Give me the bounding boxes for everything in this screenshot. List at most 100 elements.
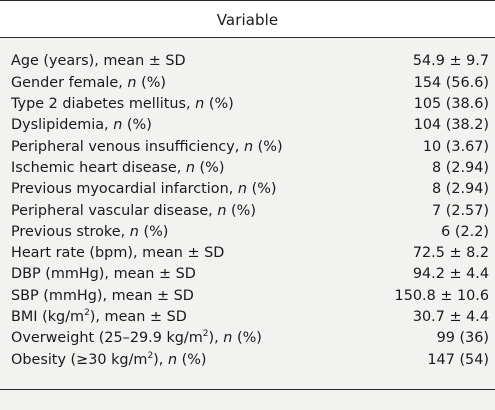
row-value: 6 (2.2)	[441, 223, 489, 240]
row-label: Ischemic heart disease, n (%)	[0, 161, 375, 175]
table-row: Type 2 diabetes mellitus, n (%) 105 (38.6…	[0, 94, 495, 115]
label-text: Dyslipidemia,	[11, 117, 114, 134]
row-label: BMI (kg/m2), mean ± SD	[0, 308, 375, 325]
row-value: 8 (2.94)	[431, 159, 489, 176]
label-text: (%)	[226, 202, 256, 219]
row-value-cell: 72.5 ± 8.2	[375, 245, 495, 262]
row-value: 150.8 ± 10.6	[394, 287, 489, 304]
row-value: 105 (38.6)	[413, 96, 489, 113]
label-text: (%)	[138, 223, 169, 240]
row-label: SBP (mmHg), mean ± SD	[0, 289, 375, 303]
row-value-cell: 104 (38.2)	[375, 117, 495, 134]
label-text: Gender female,	[11, 74, 128, 91]
row-label: Previous stroke, n (%)	[0, 225, 375, 239]
table-row: Peripheral venous insufficiency, n (%) 10…	[0, 136, 495, 157]
table-body: Age (years), mean ± SD 54.9 ± 9.7 Gender f…	[0, 38, 495, 370]
row-label: Obesity (≥30 kg/m2), n (%)	[0, 350, 375, 368]
label-text: SBP (mmHg), mean ± SD	[11, 287, 194, 304]
row-value-cell: 154 (56.6)	[375, 74, 495, 91]
row-value: 54.9 ± 9.7	[412, 53, 489, 70]
label-text: Peripheral vascular disease,	[11, 202, 218, 219]
table-row: BMI (kg/m2), mean ± SD 30.7 ± 4.4	[0, 307, 495, 328]
header-variable: Variable	[216, 11, 279, 29]
row-label: Overweight (25–29.9 kg/m2), n (%)	[0, 329, 375, 347]
row-value-cell: 147 (54)	[375, 351, 495, 368]
label-text: ), mean ± SD	[89, 309, 187, 325]
label-text: Previous stroke,	[11, 223, 130, 240]
table-row: Previous stroke, n (%) 6 (2.2)	[0, 221, 495, 242]
row-label: Peripheral vascular disease, n (%)	[0, 202, 375, 219]
row-value-cell: 94.2 ± 4.4	[375, 266, 495, 283]
row-value: 147 (54)	[427, 351, 489, 368]
row-label: Previous myocardial infarction, n (%)	[0, 182, 375, 196]
row-label: Age (years), mean ± SD	[0, 54, 375, 68]
row-label: Dyslipidemia, n (%)	[0, 118, 375, 132]
label-text: Type 2 diabetes mellitus,	[11, 96, 196, 113]
row-value-cell: 10 (3.67)	[375, 138, 495, 155]
label-text: Heart rate (bpm), mean ± SD	[11, 245, 225, 262]
label-text: (%)	[136, 74, 166, 91]
table-row: SBP (mmHg), mean ± SD 150.8 ± 10.6	[0, 285, 495, 306]
label-text: Obesity (≥30 kg/m	[11, 351, 148, 368]
row-value: 10 (3.67)	[422, 138, 489, 155]
row-value-cell: 30.7 ± 4.4	[375, 309, 495, 325]
table-row: Obesity (≥30 kg/m2), n (%) 147 (54)	[0, 349, 495, 370]
label-italic: n	[129, 223, 139, 240]
row-label: Gender female, n (%)	[0, 76, 375, 90]
table-row: DBP (mmHg), mean ± SD 94.2 ± 4.4	[0, 264, 495, 285]
label-text: (%)	[232, 330, 262, 347]
row-value: 99 (36)	[436, 330, 489, 347]
row-value-cell: 105 (38.6)	[375, 96, 495, 113]
row-value: 154 (56.6)	[413, 74, 489, 91]
row-value: 104 (38.2)	[413, 117, 489, 134]
row-value-cell: 54.9 ± 9.7	[375, 53, 495, 70]
table-header: Variable	[0, 0, 495, 38]
row-value-cell: 8 (2.94)	[375, 159, 495, 176]
label-text: Peripheral venous insufficiency,	[11, 138, 244, 155]
label-text: Overweight (25–29.9 kg/m	[11, 330, 203, 347]
row-label: Type 2 diabetes mellitus, n (%)	[0, 97, 375, 111]
table-row: Gender female, n (%) 154 (56.6)	[0, 72, 495, 93]
superscript: 2	[84, 308, 90, 318]
superscript: 2	[202, 329, 209, 340]
label-text: (%)	[122, 117, 152, 134]
table-row: Previous myocardial infarction, n (%) 8 (…	[0, 179, 495, 200]
table-row: Overweight (25–29.9 kg/m2), n (%) 99 (36)	[0, 328, 495, 349]
row-value-cell: 99 (36)	[375, 330, 495, 347]
label-text: (%)	[194, 159, 225, 176]
row-value: 30.7 ± 4.4	[412, 309, 489, 325]
label-text: Previous myocardial infarction,	[11, 181, 238, 198]
label-text: Ischemic heart disease,	[11, 159, 186, 176]
label-text: (%)	[247, 181, 277, 198]
row-label: Heart rate (bpm), mean ± SD	[0, 246, 375, 260]
table-row: Age (years), mean ± SD 54.9 ± 9.7	[0, 51, 495, 72]
table-row: Dyslipidemia, n (%) 104 (38.2)	[0, 115, 495, 136]
label-text: DBP (mmHg), mean ± SD	[11, 266, 196, 283]
table-row: Heart rate (bpm), mean ± SD 72.5 ± 8.2	[0, 243, 495, 264]
label-italic: n	[243, 138, 254, 155]
label-text: (%)	[177, 351, 207, 368]
row-label: Peripheral venous insufficiency, n (%)	[0, 138, 375, 155]
table-row: Ischemic heart disease, n (%) 8 (2.94)	[0, 157, 495, 178]
row-label: DBP (mmHg), mean ± SD	[0, 267, 375, 281]
row-value: 7 (2.57)	[431, 202, 489, 219]
label-italic: n	[195, 96, 205, 113]
row-value: 72.5 ± 8.2	[412, 245, 489, 262]
superscript: 2	[147, 350, 154, 361]
label-text: Age (years), mean ± SD	[11, 53, 186, 70]
row-value-cell: 7 (2.57)	[375, 202, 495, 219]
row-value-cell: 150.8 ± 10.6	[375, 287, 495, 304]
label-italic: n	[127, 74, 137, 91]
row-value: 94.2 ± 4.4	[412, 266, 489, 283]
row-value: 8 (2.94)	[431, 181, 489, 198]
row-value-cell: 6 (2.2)	[375, 223, 495, 240]
row-value-cell: 8 (2.94)	[375, 181, 495, 198]
label-text: ),	[153, 351, 168, 368]
label-italic: n	[223, 330, 233, 347]
label-text: BMI (kg/m	[11, 309, 85, 325]
label-text: (%)	[253, 138, 283, 155]
label-italic: n	[185, 159, 195, 176]
label-text: ),	[208, 330, 224, 347]
